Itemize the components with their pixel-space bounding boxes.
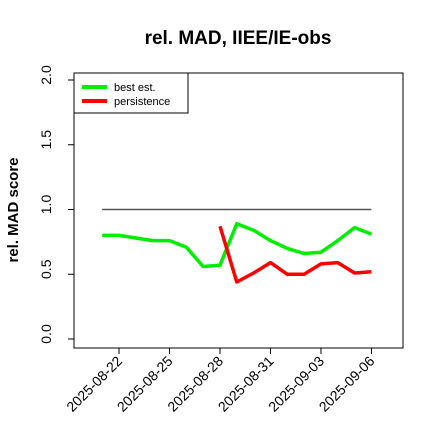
y-tick-label: 1.0	[38, 195, 54, 215]
y-tick-label: 1.5	[38, 130, 54, 150]
chart-title: rel. MAD, IIEE/IE-obs	[145, 28, 332, 49]
legend-box	[73, 72, 189, 114]
y-axis-label: rel. MAD score	[5, 157, 22, 262]
y-tick-label: 2.0	[38, 65, 54, 85]
x-axis: 2025-08-222025-08-252025-08-282025-08-31…	[63, 347, 378, 415]
legend: best est. persistence	[73, 72, 189, 114]
series-line-persistence	[218, 225, 372, 284]
plot-frame	[73, 72, 404, 349]
y-tick-label: 0.5	[38, 259, 54, 279]
legend-label-best-est: best est.	[114, 82, 156, 94]
series-layer	[102, 221, 373, 284]
series-line-best-est	[102, 221, 373, 269]
y-axis: 0.0 0.5 1.0 1.5 2.0	[38, 65, 75, 344]
y-tick-label: 0.0	[38, 324, 54, 344]
legend-label-persistence: persistence	[114, 96, 170, 108]
